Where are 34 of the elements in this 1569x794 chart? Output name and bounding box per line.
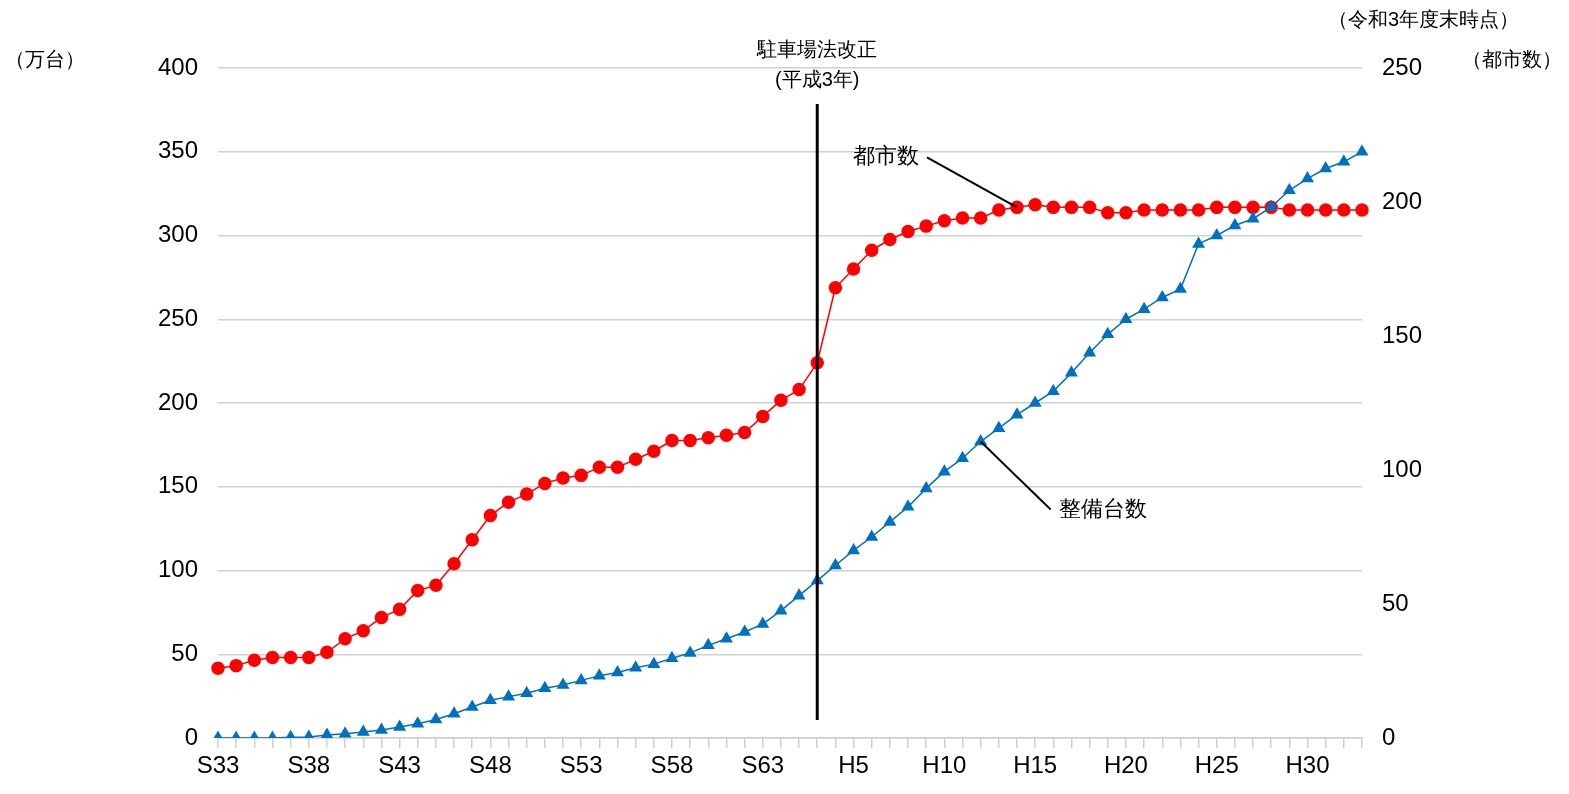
y-tick-label: 350 bbox=[157, 136, 198, 164]
y2-tick-label: 150 bbox=[1382, 320, 1423, 348]
y-tick-label: 150 bbox=[157, 471, 198, 499]
x-tick-label: S33 bbox=[196, 751, 240, 779]
text: 整備台数 bbox=[1058, 495, 1147, 521]
y-tick-label: 200 bbox=[157, 387, 198, 415]
text: 都市数 bbox=[852, 143, 919, 169]
x-tick-label: S48 bbox=[469, 751, 512, 779]
x-tick-label: H20 bbox=[1103, 751, 1148, 779]
y-tick-label: 0 bbox=[184, 722, 198, 750]
x-tick-label: S43 bbox=[378, 751, 421, 779]
y2-tick-label: 250 bbox=[1382, 52, 1423, 80]
x-tick-label: H25 bbox=[1194, 751, 1239, 779]
x-tick-label: S38 bbox=[287, 751, 331, 779]
x-tick-label: H10 bbox=[922, 751, 967, 779]
y2-tick-label: 200 bbox=[1382, 186, 1423, 214]
x-tick-label: S53 bbox=[559, 751, 603, 779]
y2-tick-label: 50 bbox=[1382, 588, 1409, 616]
y-axis-title: （万台） bbox=[5, 47, 85, 70]
y2-axis-title: （都市数） bbox=[1462, 47, 1562, 70]
x-tick-label: S63 bbox=[741, 751, 785, 779]
y-tick-label: 250 bbox=[157, 303, 198, 331]
x-tick-label: H15 bbox=[1013, 751, 1058, 779]
y-tick-label: 300 bbox=[157, 220, 198, 248]
y-tick-label: 100 bbox=[157, 555, 198, 583]
y-tick-label: 400 bbox=[157, 52, 198, 80]
x-tick-label: H30 bbox=[1285, 751, 1330, 779]
y2-tick-label: 100 bbox=[1382, 454, 1423, 482]
x-tick-label: S58 bbox=[650, 751, 694, 779]
x-tick-label: H5 bbox=[838, 751, 869, 779]
text: （令和3年度末時点） bbox=[1327, 7, 1519, 30]
annotation: 駐車場法改正 (平成3年) bbox=[756, 37, 878, 90]
y2-tick-label: 0 bbox=[1382, 722, 1396, 750]
y-tick-label: 50 bbox=[171, 638, 198, 666]
